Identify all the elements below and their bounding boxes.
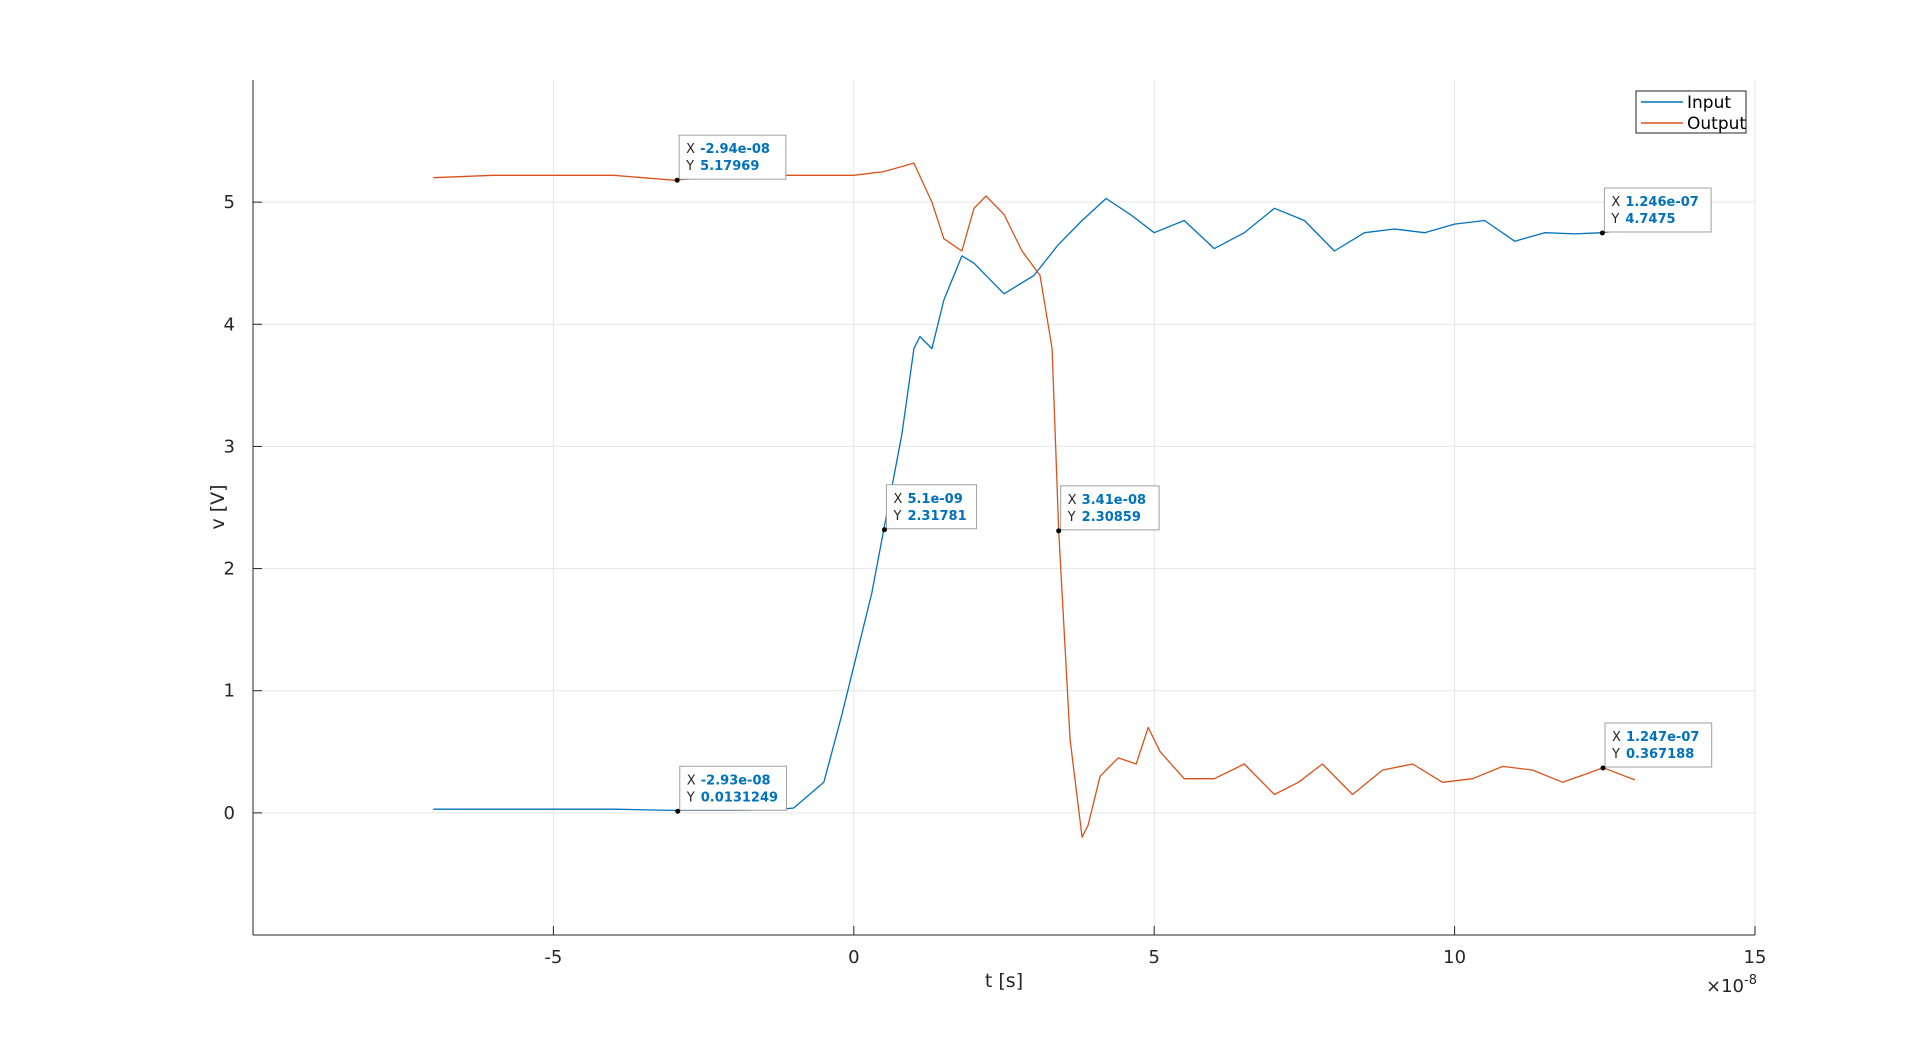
datatip-x-value-3: 3.41e-08	[1082, 493, 1146, 508]
datatip-2: X 5.1e-09 Y 2.31781	[881, 484, 978, 533]
y-tick-label-1: 1	[224, 681, 235, 702]
y-axis-label: v [V]	[207, 484, 229, 529]
datatip-y-value-3: 2.30859	[1082, 510, 1141, 525]
datatip-x-value-1: -2.93e-08	[701, 773, 771, 788]
datatip-box-1	[679, 765, 787, 811]
datatip-y-key-4: Y	[1610, 212, 1619, 227]
datatip-x-key-5: X	[1612, 730, 1621, 745]
y-tick-label-3: 3	[224, 436, 235, 457]
x-tick-label-0: -5	[544, 947, 562, 968]
datatip-3: X 3.41e-08 Y 2.30859	[1056, 485, 1160, 534]
x-tick-label-1: 0	[848, 947, 859, 968]
datatip-y-value-4: 4.7475	[1625, 212, 1675, 227]
datatip-y-key-2: Y	[892, 509, 901, 524]
datatip-box-0	[678, 134, 787, 180]
datatip-box-5	[1604, 722, 1713, 768]
datatip-marker-4	[1599, 230, 1605, 236]
datatip-x-value-2: 5.1e-09	[907, 492, 962, 507]
legend: Input Output	[1635, 90, 1747, 134]
plot-area	[253, 80, 1755, 935]
series-line-output	[433, 162, 1636, 838]
axes	[252, 80, 1755, 936]
datatip-x-key-4: X	[1611, 195, 1620, 210]
series-layer	[433, 162, 1636, 838]
x-exponent-power: -8	[1744, 973, 1757, 988]
datatip-y-key-1: Y	[686, 790, 695, 805]
datatip-1: X -2.93e-08 Y 0.0131249	[675, 765, 787, 814]
datatip-y-value-5: 0.367188	[1626, 747, 1694, 762]
datatip-4: X 1.246e-07 Y 4.7475	[1599, 187, 1712, 236]
legend-box	[1635, 90, 1747, 134]
datatip-0: X -2.94e-08 Y 5.17969	[674, 134, 787, 183]
datatip-marker-2	[881, 527, 887, 533]
legend-label-output: Output	[1687, 114, 1746, 134]
grid	[253, 80, 1756, 935]
y-tick-label-5: 5	[224, 192, 235, 213]
datatip-box-4	[1603, 187, 1712, 233]
datatip-5: X 1.247e-07 Y 0.367188	[1600, 722, 1713, 771]
x-tick-label-4: 15	[1744, 947, 1767, 968]
datatip-x-key-1: X	[687, 773, 696, 788]
y-tick-label-4: 4	[224, 314, 235, 335]
datatip-x-key-0: X	[686, 142, 695, 157]
datatip-x-key-2: X	[893, 492, 902, 507]
datatip-marker-0	[674, 177, 680, 183]
datatip-y-key-5: Y	[1611, 747, 1620, 762]
datatip-x-value-5: 1.247e-07	[1626, 730, 1699, 745]
datatip-marker-1	[675, 808, 681, 814]
y-tick-label-0: 0	[224, 803, 235, 824]
datatip-box-3	[1060, 485, 1160, 531]
x-tick-label-3: 10	[1443, 947, 1466, 968]
x-tick-label-2: 5	[1148, 947, 1159, 968]
datatip-x-value-4: 1.246e-07	[1625, 195, 1698, 210]
datatip-x-key-3: X	[1068, 493, 1077, 508]
series-line-input	[433, 197, 1635, 812]
datatip-y-value-1: 0.0131249	[701, 790, 778, 805]
datatip-y-key-0: Y	[685, 159, 694, 174]
datatip-marker-3	[1056, 528, 1062, 534]
ticks: -5 0 5 10 15 0 1 2 3 4 5	[224, 192, 1767, 968]
datatip-x-value-0: -2.94e-08	[700, 142, 770, 157]
datatip-marker-5	[1600, 765, 1606, 771]
y-tick-label-2: 2	[224, 559, 235, 580]
x-exponent-label: ×10-8	[1706, 973, 1757, 997]
legend-label-input: Input	[1687, 93, 1731, 113]
x-axis-label: t [s]	[985, 970, 1023, 992]
datatip-y-value-0: 5.17969	[700, 159, 759, 174]
datatip-y-value-2: 2.31781	[907, 509, 966, 524]
datatip-y-key-3: Y	[1067, 510, 1076, 525]
datatip-box-2	[885, 484, 978, 530]
